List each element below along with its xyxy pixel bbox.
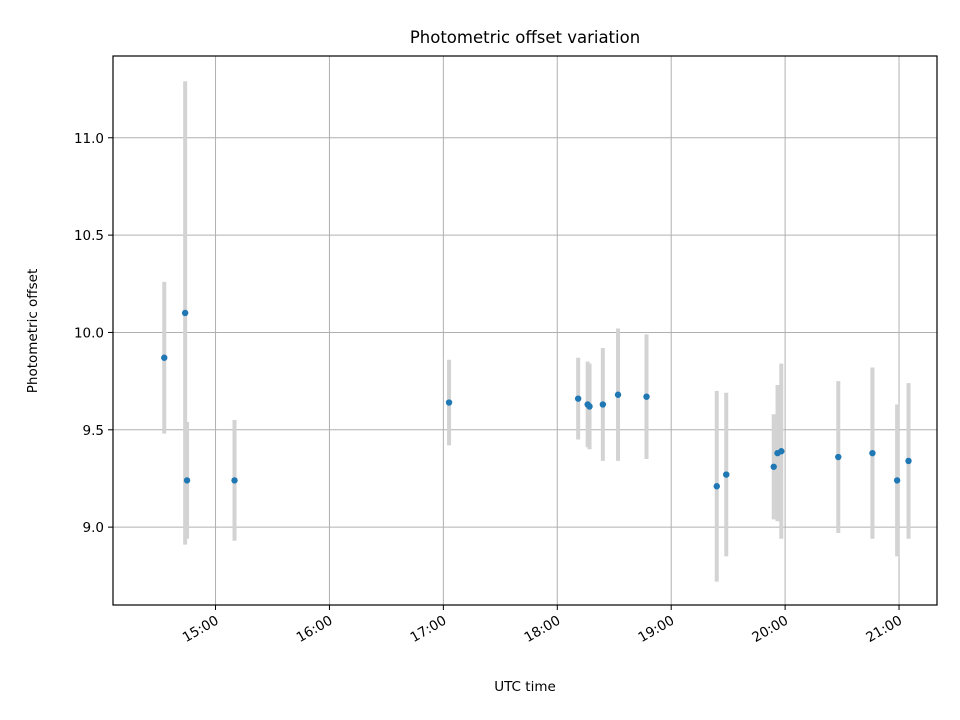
data-point xyxy=(586,403,593,410)
data-point xyxy=(835,453,842,461)
y-tick-label: 9.0 xyxy=(83,520,104,536)
chart-title: Photometric offset variation xyxy=(410,28,640,47)
data-point xyxy=(770,463,777,470)
data-point xyxy=(445,399,453,406)
data-points xyxy=(161,309,912,490)
x-tick-label: 16:00 xyxy=(294,613,336,646)
data-point xyxy=(161,354,168,361)
data-point xyxy=(181,309,189,317)
x-axis-label: UTC time xyxy=(494,679,556,695)
data-point xyxy=(614,391,622,398)
x-tick-label: 21:00 xyxy=(863,613,905,646)
x-tick-label: 15:00 xyxy=(180,613,222,646)
data-point xyxy=(183,477,191,484)
y-tick-label: 10.0 xyxy=(74,325,104,341)
data-point xyxy=(643,393,650,400)
x-tick-label: 17:00 xyxy=(408,613,450,646)
data-point xyxy=(778,448,785,455)
data-point xyxy=(893,477,901,484)
y-tick-label: 11.0 xyxy=(74,131,104,147)
x-tick-label: 20:00 xyxy=(749,613,791,646)
y-axis-label: Photometric offset xyxy=(25,269,41,393)
y-tick-label: 10.5 xyxy=(74,228,104,244)
data-point xyxy=(905,457,912,465)
grid-lines xyxy=(113,56,937,605)
y-tick-label: 9.5 xyxy=(83,423,104,439)
x-tick-label: 19:00 xyxy=(635,613,677,646)
data-point xyxy=(713,483,720,490)
error-bars xyxy=(162,81,911,582)
data-point xyxy=(574,395,582,402)
x-tick-label: 18:00 xyxy=(522,613,564,646)
data-point xyxy=(723,471,730,478)
data-point xyxy=(231,477,238,484)
data-point xyxy=(599,401,607,408)
plot-frame xyxy=(112,55,938,606)
data-point xyxy=(869,449,876,457)
